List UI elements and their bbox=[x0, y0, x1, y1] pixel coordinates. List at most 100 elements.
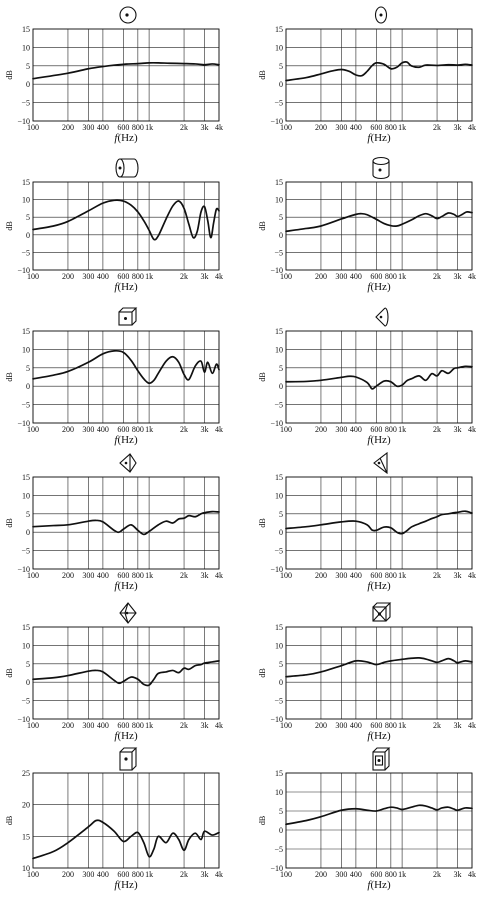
diamond-icon bbox=[119, 602, 137, 624]
y-tick-label: −10 bbox=[17, 117, 30, 126]
x-tick-label: 200 bbox=[62, 870, 74, 879]
y-tick-label: 5 bbox=[26, 62, 30, 71]
y-tick-label: −5 bbox=[274, 547, 283, 556]
x-tick-label: 600 bbox=[370, 123, 382, 132]
x-tick-label: 800 bbox=[385, 721, 397, 730]
y-tick-label: −10 bbox=[270, 266, 283, 275]
y-tick-label: −5 bbox=[274, 401, 283, 410]
x-tick-label: 300 bbox=[82, 425, 94, 434]
x-axis-label: f(Hz) bbox=[114, 281, 138, 293]
y-tick-label: −5 bbox=[274, 845, 283, 854]
x-tick-label: 800 bbox=[132, 721, 144, 730]
chart-panel-10: 15 10 5 0 −5 −10 dB 100 200 300 400 600 800 1k 2k 3k 4k f… bbox=[258, 602, 476, 742]
x-tick-label: 2k bbox=[433, 870, 441, 879]
y-tick-label: 15 bbox=[275, 327, 283, 336]
x-tick-label: 2k bbox=[180, 272, 188, 281]
y-tick-label: 10 bbox=[275, 641, 283, 650]
y-axis-label: dB bbox=[5, 518, 14, 527]
x-tick-label: 300 bbox=[335, 870, 347, 879]
chart-panel-6: 15 10 5 0 −5 −10 dB 100 200 300 400 600 800 1k 2k 3k 4k f… bbox=[258, 307, 476, 446]
x-tick-label: 200 bbox=[62, 123, 74, 132]
y-tick-label: −5 bbox=[21, 248, 30, 257]
x-tick-label: 3k bbox=[453, 272, 461, 281]
x-tick-label: 2k bbox=[433, 721, 441, 730]
x-tick-label: 800 bbox=[385, 425, 397, 434]
y-tick-label: 0 bbox=[279, 678, 283, 687]
x-tick-label: 400 bbox=[350, 571, 362, 580]
y-axis-label: dB bbox=[258, 221, 267, 230]
x-tick-label: 600 bbox=[370, 425, 382, 434]
x-tick-label: 800 bbox=[132, 425, 144, 434]
x-tick-label: 400 bbox=[97, 425, 109, 434]
x-tick-label: 600 bbox=[117, 870, 129, 879]
y-tick-label: −5 bbox=[274, 99, 283, 108]
x-tick-label: 300 bbox=[82, 870, 94, 879]
y-tick-label: 20 bbox=[22, 801, 30, 810]
y-axis-label: dB bbox=[5, 816, 14, 825]
y-tick-label: 15 bbox=[275, 178, 283, 187]
x-tick-label: 400 bbox=[350, 123, 362, 132]
y-tick-label: 15 bbox=[275, 623, 283, 632]
plot-frame bbox=[32, 772, 220, 869]
x-tick-label: 4k bbox=[215, 721, 223, 730]
y-tick-label: 0 bbox=[26, 80, 30, 89]
x-axis-label: f(Hz) bbox=[367, 434, 391, 446]
x-tick-label: 300 bbox=[335, 721, 347, 730]
x-tick-label: 1k bbox=[398, 571, 406, 580]
chart-panel-12: 15 10 5 0 −5 −10 dB 100 200 300 400 600 800 1k 2k 3k 4k f… bbox=[258, 747, 476, 891]
frequency-response-line bbox=[32, 199, 220, 241]
y-axis-label: dB bbox=[5, 668, 14, 677]
cone-cut-icon bbox=[373, 451, 388, 475]
x-tick-label: 1k bbox=[398, 721, 406, 730]
x-tick-label: 400 bbox=[97, 123, 109, 132]
chart-panel-1: 15 10 5 0 −5 −10 dB 100 200 300 400 600 800 1k 2k 3k 4k f… bbox=[5, 6, 223, 144]
sphere-icon bbox=[119, 6, 137, 24]
double-cone-icon bbox=[119, 453, 137, 473]
frequency-response-line bbox=[285, 657, 473, 678]
y-tick-label: 10 bbox=[22, 43, 30, 52]
y-tick-label: 5 bbox=[279, 510, 283, 519]
x-tick-label: 3k bbox=[200, 123, 208, 132]
y-tick-label: 5 bbox=[26, 660, 30, 669]
y-tick-label: −10 bbox=[270, 715, 283, 724]
y-tick-label: 5 bbox=[279, 807, 283, 816]
x-tick-label: 800 bbox=[132, 272, 144, 281]
x-axis-label: f(Hz) bbox=[114, 434, 138, 446]
x-tick-label: 4k bbox=[215, 425, 223, 434]
x-tick-label: 4k bbox=[468, 870, 476, 879]
x-tick-label: 400 bbox=[350, 721, 362, 730]
x-tick-label: 1k bbox=[398, 425, 406, 434]
frequency-response-line bbox=[32, 819, 220, 860]
chart-panel-11: 25 20 15 10 dB 100 200 300 400 600 800 1k 2k 3k 4k f(Hz… bbox=[5, 747, 223, 891]
x-tick-label: 800 bbox=[385, 123, 397, 132]
y-tick-label: −10 bbox=[17, 419, 30, 428]
x-tick-label: 3k bbox=[453, 721, 461, 730]
x-tick-label: 200 bbox=[62, 272, 74, 281]
y-axis-label: dB bbox=[258, 518, 267, 527]
x-tick-label: 3k bbox=[200, 272, 208, 281]
y-tick-label: 10 bbox=[275, 43, 283, 52]
x-tick-label: 800 bbox=[132, 870, 144, 879]
frequency-response-line bbox=[285, 510, 473, 535]
x-tick-label: 600 bbox=[117, 571, 129, 580]
cylinder-side-icon bbox=[115, 158, 139, 178]
x-axis-label: f(Hz) bbox=[367, 730, 391, 742]
plot-frame bbox=[32, 626, 220, 720]
x-tick-label: 600 bbox=[117, 721, 129, 730]
x-tick-label: 400 bbox=[97, 571, 109, 580]
y-tick-label: 10 bbox=[275, 196, 283, 205]
chart-panel-7: 15 10 5 0 −5 −10 dB 100 200 300 400 600 800 1k 2k 3k 4k f… bbox=[5, 453, 223, 592]
y-axis-label: dB bbox=[5, 70, 14, 79]
x-tick-label: 300 bbox=[335, 571, 347, 580]
x-tick-label: 4k bbox=[468, 571, 476, 580]
y-tick-label: −10 bbox=[17, 565, 30, 574]
chart-panel-2: 15 10 5 0 −5 −10 dB 100 200 300 400 600 800 1k 2k 3k 4k f… bbox=[258, 6, 476, 144]
frequency-response-line bbox=[285, 211, 473, 233]
plot-frame bbox=[32, 330, 220, 424]
x-tick-label: 4k bbox=[468, 272, 476, 281]
x-tick-label: 400 bbox=[350, 272, 362, 281]
x-tick-label: 200 bbox=[62, 721, 74, 730]
y-tick-label: 15 bbox=[22, 473, 30, 482]
x-tick-label: 2k bbox=[180, 571, 188, 580]
x-tick-label: 300 bbox=[82, 721, 94, 730]
